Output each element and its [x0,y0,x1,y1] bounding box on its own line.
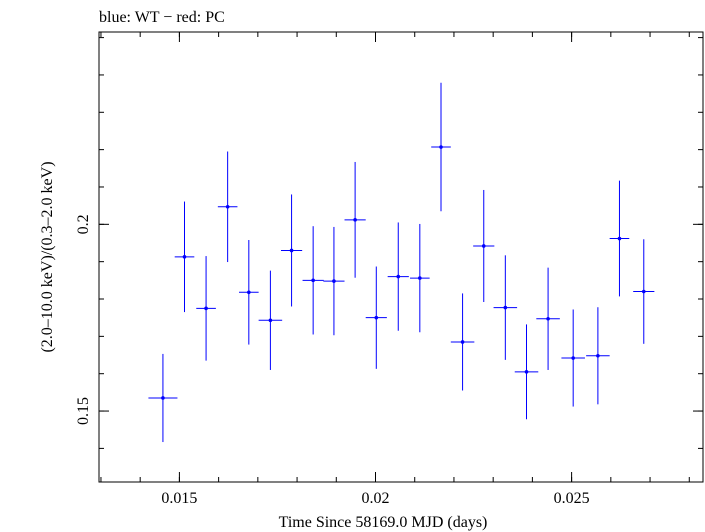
point-marker [182,255,187,259]
data-point [450,293,475,391]
point-marker [161,396,165,400]
x-tick-label: 0.015 [161,490,197,507]
data-point [493,255,518,360]
data-point [387,222,409,331]
x-tick-label: 0.02 [362,490,390,507]
data-point [609,180,630,297]
point-marker [332,279,336,283]
data-point [148,353,178,443]
data-point [561,309,585,407]
data-point [174,201,195,313]
point-marker [596,353,600,358]
data-point [323,226,345,336]
data-point [633,239,655,344]
data-point [280,194,303,307]
data-point [239,240,259,345]
data-point [410,223,430,333]
axis-ticks: 0.015 0.02 0.025 0.15 0.2 [75,32,703,507]
point-marker [439,145,443,149]
data-point [344,161,366,278]
point-marker [353,218,357,222]
point-marker [289,248,294,253]
point-marker [225,204,230,209]
y-axis-label: (2.0–10.0 keV)/(0.3–2.0 keV) [39,161,56,352]
point-marker [481,244,486,248]
x-tick-label: 0.025 [554,490,590,507]
data-point [473,189,495,302]
point-marker [311,278,315,283]
point-marker [374,315,379,320]
data-point [365,266,387,369]
point-marker [571,356,575,360]
point-marker [418,276,422,280]
data-point [586,307,610,405]
data-point [302,226,324,335]
x-axis-label: Time Since 58169.0 MJD (days) [279,514,488,531]
point-marker [503,305,508,310]
data-point [196,256,216,361]
point-marker [546,317,550,321]
data-point [217,151,238,263]
data-point [431,82,451,212]
point-marker [524,370,529,374]
chart-title: blue: WT − red: PC [99,9,225,26]
y-tick-label: 0.2 [75,214,92,234]
y-tick-label: 0.15 [75,397,92,425]
plot-frame [98,31,704,483]
data-point [258,270,283,370]
point-marker [247,290,251,295]
point-marker [641,289,646,294]
point-marker [617,236,622,241]
point-marker [204,306,208,311]
point-marker [460,340,465,344]
data-point [514,324,539,420]
point-marker [396,274,401,279]
data-points [148,82,655,443]
data-point [536,267,560,370]
point-marker [268,318,273,323]
